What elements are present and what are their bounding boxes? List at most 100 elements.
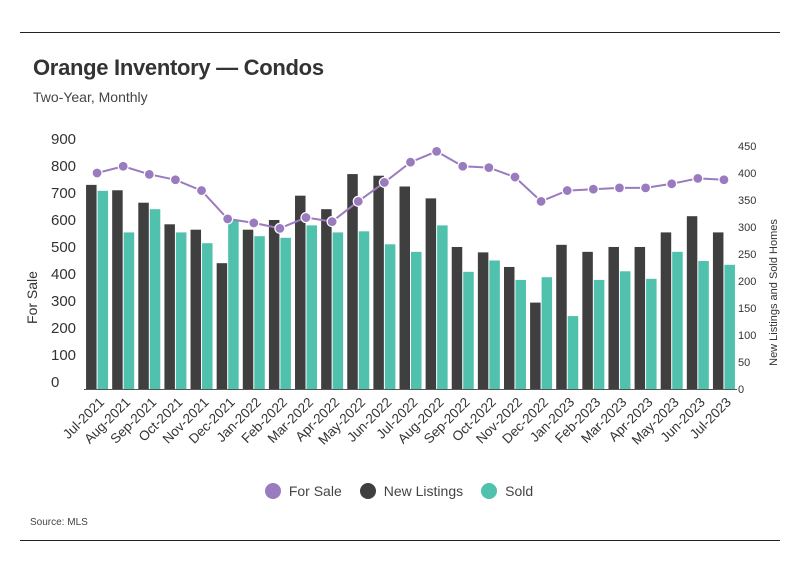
sold-bar bbox=[541, 277, 553, 389]
for-sale-point bbox=[457, 160, 469, 172]
new-listings-bar bbox=[399, 186, 410, 389]
sold-bar bbox=[515, 279, 526, 389]
for-sale-point bbox=[692, 172, 704, 184]
new-listings-bar bbox=[347, 174, 358, 389]
for-sale-point bbox=[718, 174, 730, 186]
for-sale-point bbox=[143, 168, 155, 180]
new-listings-bar bbox=[216, 263, 228, 389]
for-sale-point bbox=[404, 156, 417, 168]
source-note: Source: MLS bbox=[30, 517, 88, 528]
sold-bar bbox=[593, 279, 605, 389]
y-left-tick-label: 400 bbox=[51, 266, 76, 283]
new-listings-bar bbox=[321, 209, 332, 389]
new-listings-bar bbox=[582, 251, 593, 389]
for-sale-point bbox=[431, 145, 443, 157]
for-sale-swatch bbox=[264, 483, 281, 499]
y-left-tick-label: 200 bbox=[51, 320, 76, 337]
y-left-tick-label: 0 bbox=[51, 374, 59, 391]
new-listings-bar bbox=[373, 175, 384, 389]
new-listings-bar bbox=[86, 184, 97, 389]
legend-item-sold: Sold bbox=[481, 483, 533, 499]
y-right-tick-label: 50 bbox=[738, 357, 750, 369]
y-left-tick-label: 700 bbox=[51, 185, 76, 202]
sold-bar bbox=[619, 271, 631, 389]
sold-bar bbox=[411, 251, 422, 389]
for-sale-point bbox=[378, 176, 390, 189]
new-listings-bar bbox=[503, 266, 515, 389]
y-left-tick-label: 800 bbox=[51, 158, 76, 175]
y-right-tick-label: 300 bbox=[738, 222, 756, 234]
y-right-tick-label: 350 bbox=[738, 195, 756, 207]
for-sale-point bbox=[483, 162, 495, 174]
sold-bar bbox=[437, 225, 448, 389]
legend-label-new-listings: New Listings bbox=[383, 483, 464, 499]
for-sale-point bbox=[352, 195, 364, 207]
y-right-tick-label: 150 bbox=[738, 303, 756, 315]
legend-label-sold: Sold bbox=[505, 483, 534, 499]
new-listings-bar bbox=[164, 224, 175, 389]
sold-bar bbox=[463, 271, 474, 389]
sold-bar bbox=[123, 232, 135, 389]
for-sale-point bbox=[91, 167, 103, 179]
y-right-tick-label: 0 bbox=[738, 384, 744, 396]
y-left-axis-title: For Sale bbox=[24, 271, 40, 324]
new-listings-bar bbox=[268, 219, 280, 389]
for-sale-point bbox=[248, 217, 260, 229]
for-sale-point bbox=[300, 211, 312, 224]
new-listings-bar bbox=[295, 195, 306, 389]
for-sale-point bbox=[639, 182, 652, 194]
new-listings-bar bbox=[608, 246, 619, 389]
new-listings-bar bbox=[634, 246, 646, 389]
legend-label-for-sale: For Sale bbox=[288, 483, 342, 499]
sold-bar bbox=[698, 261, 709, 389]
for-sale-point bbox=[666, 178, 678, 190]
sold-bar bbox=[646, 278, 657, 389]
y-right-tick-label: 200 bbox=[738, 276, 756, 288]
new-listings-bar bbox=[712, 232, 724, 389]
new-listings-bar bbox=[451, 246, 463, 389]
bottom-rule bbox=[20, 540, 780, 541]
for-sale-point bbox=[587, 183, 599, 195]
new-listings-bar bbox=[556, 244, 567, 389]
for-sale-point bbox=[509, 171, 521, 183]
chart-subtitle: Two-Year, Monthly bbox=[33, 89, 148, 105]
sold-bar bbox=[280, 237, 291, 389]
y-left-tick-label: 900 bbox=[51, 131, 76, 148]
chart-legend: For Sale New Listings Sold bbox=[0, 483, 798, 499]
for-sale-point bbox=[561, 184, 573, 197]
y-right-tick-label: 400 bbox=[738, 168, 756, 180]
new-listings-bar bbox=[660, 232, 672, 389]
chart-title: Orange Inventory — Condos bbox=[33, 55, 324, 80]
for-sale-point bbox=[613, 182, 626, 194]
sold-bar bbox=[202, 243, 213, 389]
y-right-tick-label: 450 bbox=[738, 141, 756, 153]
for-sale-point bbox=[222, 213, 234, 225]
y-right-tick-label: 100 bbox=[738, 330, 756, 342]
sold-bar bbox=[97, 190, 109, 389]
legend-item-for-sale: For Sale bbox=[264, 483, 342, 499]
legend-item-new-listings: New Listings bbox=[359, 483, 464, 499]
new-listings-bar bbox=[112, 190, 123, 389]
y-left-tick-label: 300 bbox=[51, 293, 76, 310]
new-listings-bar bbox=[686, 216, 698, 389]
for-sale-point bbox=[195, 184, 208, 197]
new-listings-bar bbox=[425, 198, 437, 389]
sold-bar bbox=[306, 225, 318, 389]
sold-bar bbox=[149, 209, 161, 389]
for-sale-point bbox=[169, 174, 182, 186]
for-sale-point bbox=[535, 195, 547, 207]
y-left-tick-label: 500 bbox=[51, 239, 76, 256]
sold-bar bbox=[724, 264, 735, 389]
y-right-axis-title: New Listings and Sold Homes bbox=[768, 219, 780, 366]
new-listings-bar bbox=[477, 252, 489, 389]
sold-bar bbox=[332, 232, 344, 389]
for-sale-point bbox=[326, 216, 338, 228]
new-listings-bar bbox=[190, 229, 202, 389]
sold-bar bbox=[489, 260, 500, 389]
sold-bar bbox=[672, 251, 683, 389]
y-left-tick-label: 100 bbox=[51, 347, 76, 364]
sold-bar bbox=[254, 236, 265, 389]
sold-bar bbox=[175, 232, 187, 389]
top-rule bbox=[20, 32, 780, 33]
